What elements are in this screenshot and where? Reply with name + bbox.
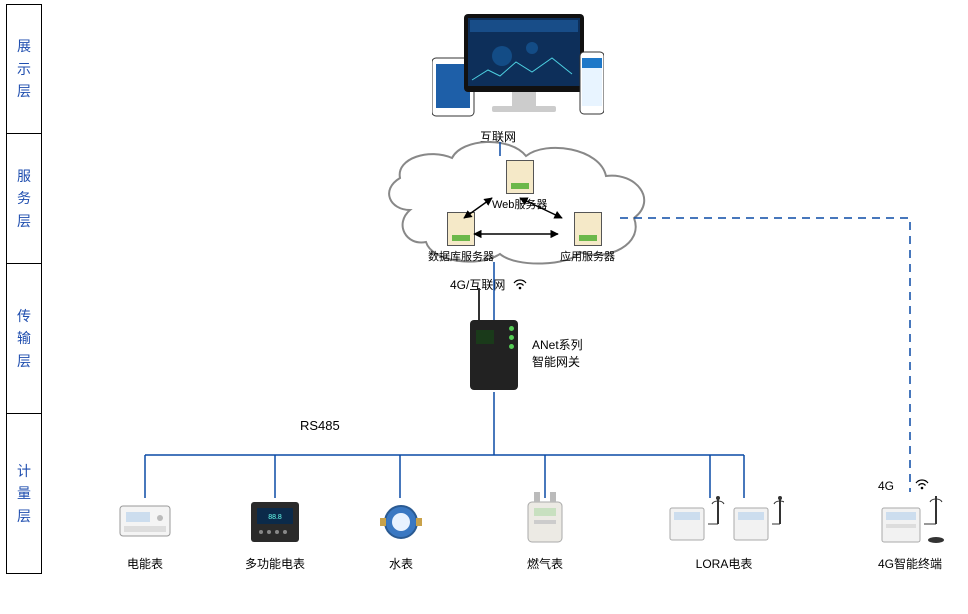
uplink-label: 4G/互联网 bbox=[450, 276, 527, 293]
meter-label: LORA电表 bbox=[664, 555, 784, 572]
diagram-area: 互联网 Web服务器 数据库服务器 应用服务器 4G/互联网 ANet系列 智能… bbox=[60, 0, 968, 614]
layer-column: 展示层 服务层 传输层 计量层 bbox=[6, 4, 42, 574]
app-server-label: 应用服务器 bbox=[560, 248, 615, 264]
layer-transport: 传输层 bbox=[6, 264, 42, 414]
meter-label: 电能表 bbox=[116, 555, 174, 572]
meter-multi: 88.8 多功能电表 bbox=[242, 498, 308, 572]
layer-service: 服务层 bbox=[6, 134, 42, 264]
server-icon bbox=[574, 212, 602, 246]
client-devices bbox=[432, 6, 604, 126]
app-server: 应用服务器 bbox=[560, 212, 615, 264]
wifi-icon bbox=[513, 278, 527, 293]
gas-meter-icon bbox=[520, 492, 570, 546]
layer-display: 展示层 bbox=[6, 4, 42, 134]
water-meter-icon bbox=[376, 498, 426, 546]
layer-label: 计量层 bbox=[17, 460, 31, 527]
meter-gas: 燃气表 bbox=[520, 492, 570, 572]
meter-water: 水表 bbox=[376, 498, 426, 572]
web-server: Web服务器 bbox=[492, 160, 547, 212]
fourg-terminal-icon bbox=[868, 494, 952, 546]
meter-label: 水表 bbox=[376, 555, 426, 572]
server-icon bbox=[447, 212, 475, 246]
anet-gateway bbox=[470, 320, 518, 390]
meter-energy: 电能表 bbox=[116, 498, 174, 572]
layer-label: 传输层 bbox=[17, 305, 31, 372]
server-icon bbox=[506, 160, 534, 194]
svg-text:88.8: 88.8 bbox=[268, 514, 282, 521]
rs485-label: RS485 bbox=[300, 418, 340, 433]
fourg-label: 4G bbox=[878, 478, 929, 493]
multifunction-meter-icon: 88.8 bbox=[245, 498, 305, 546]
meter-label: 4G智能终端 bbox=[868, 555, 952, 572]
wifi-icon bbox=[915, 478, 929, 493]
internet-label: 互联网 bbox=[480, 128, 516, 145]
meter-label: 燃气表 bbox=[520, 555, 570, 572]
db-server-label: 数据库服务器 bbox=[428, 248, 494, 264]
energy-meter-icon bbox=[116, 498, 174, 546]
layer-meter: 计量层 bbox=[6, 414, 42, 574]
meter-4g-terminal: 4G智能终端 bbox=[868, 494, 952, 572]
meter-label: 多功能电表 bbox=[242, 555, 308, 572]
db-server: 数据库服务器 bbox=[428, 212, 494, 264]
lora-meter-icon bbox=[664, 494, 784, 546]
web-server-label: Web服务器 bbox=[492, 196, 547, 212]
layer-label: 服务层 bbox=[17, 165, 31, 232]
layer-label: 展示层 bbox=[17, 35, 31, 102]
gateway-title: ANet系列 智能网关 bbox=[532, 336, 583, 370]
meter-lora: LORA电表 bbox=[664, 494, 784, 572]
